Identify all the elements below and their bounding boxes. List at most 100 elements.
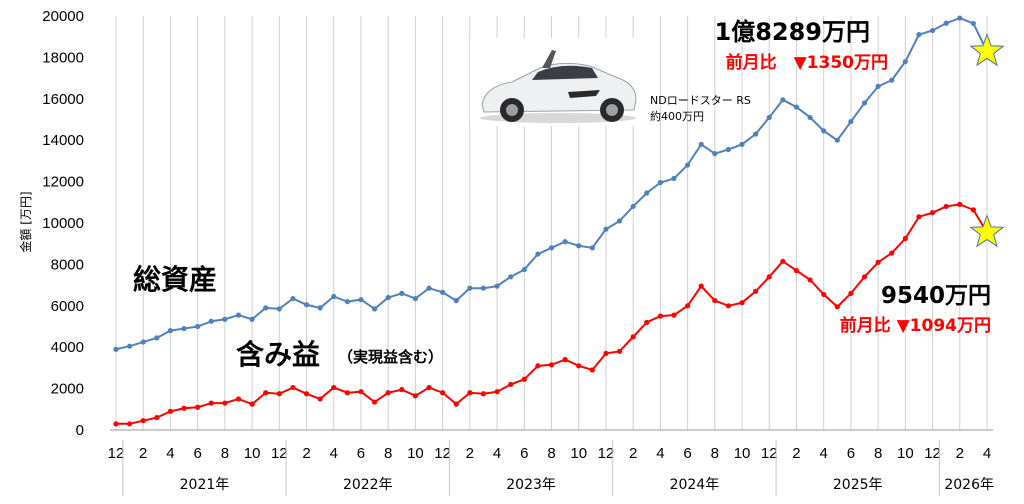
- x-tick-label: 4: [330, 445, 338, 462]
- x-tick-label: 10: [407, 445, 424, 462]
- y-tick-label: 18000: [42, 49, 84, 66]
- data-point: [630, 203, 636, 210]
- x-tick-label: 6: [683, 445, 691, 462]
- data-point: [671, 312, 677, 318]
- data-point: [725, 146, 732, 153]
- year-label: 2022年: [343, 477, 393, 493]
- x-tick-label: 12: [271, 445, 288, 462]
- car-image: [470, 38, 642, 126]
- data-point: [916, 32, 922, 38]
- y-tick-label: 8000: [51, 256, 84, 273]
- data-point: [644, 319, 650, 325]
- data-point: [902, 58, 908, 65]
- data-point: [480, 285, 487, 291]
- data-point: [167, 408, 174, 414]
- year-label: 2025年: [833, 477, 883, 493]
- data-point: [725, 303, 732, 309]
- data-point: [562, 357, 568, 363]
- x-tick-label: 2: [466, 445, 474, 462]
- data-point: [875, 259, 881, 265]
- car-name: NDロードスター RS: [650, 94, 751, 107]
- data-point: [739, 141, 745, 147]
- data-point: [576, 243, 582, 249]
- data-point: [957, 201, 963, 207]
- data-point: [263, 305, 269, 311]
- data-point: [821, 128, 827, 134]
- gain-monthly-change: 前月比 ▼1094万円: [840, 315, 991, 336]
- x-tick-label: 2: [792, 445, 800, 462]
- data-point: [331, 293, 337, 300]
- car-price: 約400万円: [650, 109, 704, 123]
- y-tick-label: 0: [76, 422, 84, 439]
- data-point: [589, 245, 595, 251]
- data-point: [698, 283, 704, 289]
- data-point: [508, 381, 514, 388]
- x-tick-label: 8: [711, 445, 719, 462]
- data-point: [303, 391, 310, 397]
- x-tick-label: 10: [570, 445, 587, 462]
- x-tick-label: 12: [924, 445, 941, 462]
- x-tick-label: 8: [874, 445, 882, 462]
- data-point: [535, 363, 541, 369]
- data-point: [467, 390, 473, 396]
- data-point: [793, 268, 800, 274]
- data-point: [684, 303, 691, 309]
- data-point: [562, 239, 568, 245]
- data-point: [753, 131, 759, 137]
- data-point: [208, 400, 214, 406]
- data-point: [821, 291, 827, 298]
- x-tick-label: 12: [434, 445, 451, 462]
- data-point: [480, 391, 487, 397]
- y-tick-label: 2000: [51, 381, 84, 398]
- data-point: [399, 290, 405, 296]
- data-point: [290, 384, 296, 391]
- data-point: [453, 401, 459, 407]
- x-tick-label: 2: [956, 445, 964, 462]
- data-point: [508, 274, 514, 280]
- data-point: [195, 323, 201, 330]
- data-point: [222, 316, 228, 322]
- x-tick-label: 12: [598, 445, 615, 462]
- data-point: [616, 218, 623, 224]
- year-label: 2021年: [180, 477, 230, 493]
- data-point: [521, 376, 527, 382]
- vertical-gridlines: [115, 16, 988, 430]
- data-point: [154, 414, 160, 421]
- y-tick-label: 16000: [42, 91, 84, 108]
- y-tick-label: 6000: [51, 298, 84, 315]
- x-tick-label: 10: [897, 445, 914, 462]
- data-point: [440, 289, 446, 295]
- data-point: [970, 207, 976, 213]
- data-point: [426, 285, 432, 291]
- data-point: [943, 20, 949, 26]
- data-point: [875, 83, 881, 89]
- data-point: [929, 27, 936, 34]
- data-point: [331, 384, 337, 391]
- data-point: [548, 362, 555, 368]
- data-point: [644, 190, 650, 196]
- data-point: [290, 295, 296, 302]
- star-icon: [969, 214, 1005, 248]
- data-point: [943, 203, 949, 210]
- y-tick-label: 10000: [42, 215, 84, 232]
- data-point: [657, 180, 663, 186]
- star-icon: [969, 32, 1005, 67]
- y-tick-label: 14000: [42, 132, 84, 149]
- data-point: [970, 20, 976, 27]
- data-point: [548, 245, 555, 251]
- x-tick-label: 6: [520, 445, 528, 462]
- data-point: [467, 285, 473, 291]
- data-point: [412, 295, 419, 302]
- x-tick-label: 6: [193, 445, 201, 462]
- data-point: [385, 390, 391, 396]
- data-point: [861, 274, 868, 280]
- data-point: [671, 175, 677, 182]
- x-tick-label: 4: [166, 445, 174, 462]
- x-tick-label: 4: [820, 445, 828, 462]
- data-point: [753, 288, 759, 294]
- x-tick-label: 10: [734, 445, 751, 462]
- data-point: [317, 305, 323, 311]
- x-tick-label: 8: [547, 445, 555, 462]
- year-label: 2023年: [506, 477, 556, 493]
